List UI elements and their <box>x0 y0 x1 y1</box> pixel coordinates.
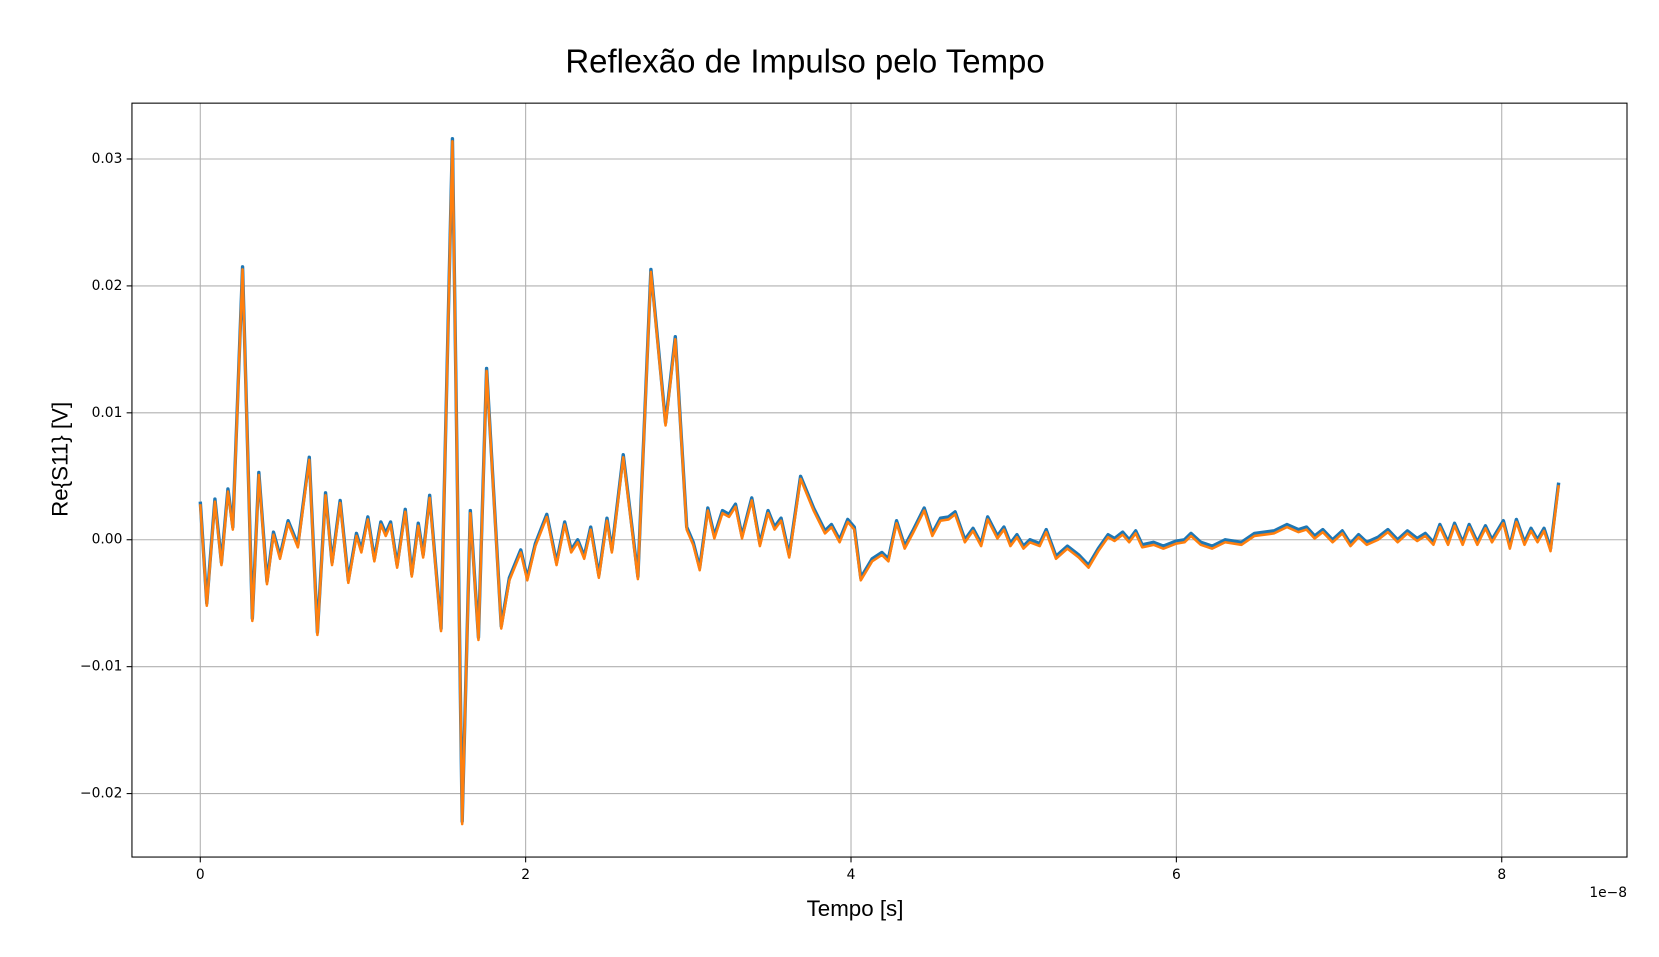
x-tick-label: 0 <box>196 867 205 883</box>
x-tick-label: 4 <box>847 867 856 883</box>
x-axis-label: Tempo [s] <box>807 896 904 921</box>
plot-frame <box>131 102 1628 858</box>
y-axis-label: Re{S11} [V] <box>48 402 73 517</box>
y-tick-label: 0.00 <box>92 532 123 548</box>
x-tick-label: 8 <box>1497 867 1506 883</box>
y-tick-label: 0.01 <box>92 405 123 421</box>
y-tick-label: −0.02 <box>80 786 122 802</box>
data-line <box>199 139 1560 826</box>
y-tick-label: −0.01 <box>80 659 122 675</box>
y-tick-label: 0.03 <box>92 151 123 167</box>
y-tick-label: 0.02 <box>92 278 123 294</box>
chart-title: Reflexão de Impulso pelo Tempo <box>565 43 1044 80</box>
x-tick-label: 2 <box>521 867 530 883</box>
x-tick-label: 6 <box>1172 867 1181 883</box>
x-offset-label: 1e−8 <box>1589 885 1627 901</box>
